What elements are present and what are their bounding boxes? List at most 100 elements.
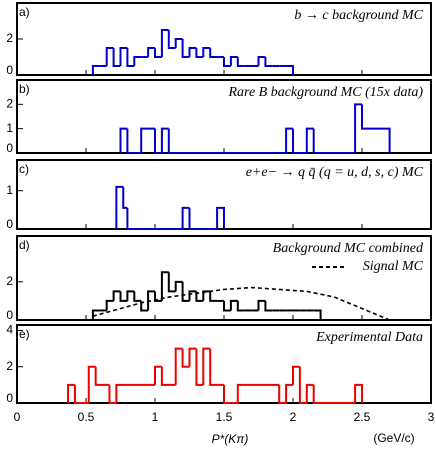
panel-label: b): [19, 82, 30, 96]
histogram-bin: [181, 281, 190, 302]
histogram-bin: [154, 48, 162, 58]
histogram-bin: [167, 272, 176, 293]
histogram-bin: [286, 65, 294, 75]
histogram-bin: [312, 128, 356, 154]
histogram-bin: [174, 347, 183, 385]
histogram-bin: [188, 347, 197, 367]
histogram-bin: [91, 65, 100, 75]
y-tick-label: 1: [6, 121, 13, 135]
histogram-bin: [202, 290, 211, 301]
histogram-bin: [160, 366, 176, 386]
y-tick-label: 2: [6, 359, 13, 373]
histogram-bin: [122, 186, 128, 209]
histogram-bin: [94, 366, 103, 386]
histogram-bin: [216, 206, 225, 229]
histogram-bin: [115, 383, 128, 403]
histogram-bin: [147, 290, 155, 311]
histogram-bin: [202, 347, 211, 385]
panel-title: Experimental Data: [315, 330, 423, 345]
y-tick-label: 2: [6, 31, 13, 45]
y-tick-label: 2: [6, 97, 13, 111]
y-tick-label: 0: [6, 217, 13, 231]
histogram-bin: [298, 366, 307, 404]
histogram-bin: [209, 348, 218, 386]
histogram-bin: [126, 128, 142, 154]
panel-title: Rare B background MC (15x data): [227, 85, 423, 100]
histogram-bin: [105, 299, 114, 311]
histogram-bin: [167, 30, 176, 49]
x-axis-unit: (GeV/c): [373, 431, 414, 445]
histogram-bin: [257, 56, 266, 66]
histogram-bin: [154, 365, 162, 385]
histogram-bin: [209, 291, 218, 302]
histogram-bin: [229, 299, 238, 311]
histogram-bin: [133, 56, 142, 66]
histogram-bin: [154, 291, 162, 302]
histogram-bin: [223, 300, 231, 312]
histogram-bin: [195, 291, 204, 302]
histogram-bin: [292, 128, 307, 154]
histogram-bin: [140, 127, 155, 153]
histogram-bin: [87, 365, 96, 403]
histogram-bin: [285, 383, 293, 403]
histogram-bin: [115, 185, 124, 229]
histogram-bin: [236, 383, 280, 403]
y-tick-label: 2: [6, 274, 13, 288]
histogram-bin: [119, 291, 128, 302]
panel-label: c): [19, 162, 29, 176]
histogram-bin: [278, 384, 287, 404]
histogram-bin: [354, 383, 363, 403]
histogram-bin: [236, 300, 245, 312]
y-tick-label: 0: [6, 308, 13, 322]
histogram-bin: [105, 47, 114, 66]
x-tick-label: 3: [428, 410, 435, 424]
histogram-bin: [305, 127, 314, 153]
panel-label: e): [19, 327, 30, 341]
panel-title: e+e− → q q̄ (q = u, d, s, c) MC: [246, 165, 424, 180]
y-tick-label: 0: [6, 63, 13, 77]
histogram-bin: [73, 384, 89, 404]
histogram-bin: [292, 365, 300, 385]
histogram-bin: [112, 48, 121, 67]
histogram-bin: [209, 48, 218, 58]
y-tick-label: 1: [6, 183, 13, 197]
histogram-bin: [264, 300, 273, 312]
panel-title: b → c background MC: [294, 8, 423, 23]
histogram-bin: [154, 128, 162, 154]
histogram-bin: [361, 104, 391, 153]
histogram-bin: [188, 290, 197, 301]
histogram-bin: [188, 207, 218, 230]
histogram-bin: [264, 57, 273, 67]
histogram-bin: [174, 280, 183, 292]
histogram-bin: [305, 383, 314, 403]
histogram-bin: [236, 57, 245, 67]
x-tick-label: 1: [152, 410, 159, 424]
histogram-bin: [312, 384, 356, 404]
histogram-bin: [285, 127, 293, 153]
histogram-bin: [147, 47, 155, 57]
histogram-bin: [108, 384, 117, 404]
histogram-bin: [354, 103, 362, 153]
histogram-bin: [174, 38, 183, 48]
histogram-bin: [160, 271, 169, 301]
x-tick-label: 0: [14, 410, 21, 424]
histogram-bin: [223, 57, 231, 67]
histogram-bin: [119, 127, 128, 153]
x-tick-label: 0.5: [78, 410, 95, 424]
x-axis-label: P*(Kπ): [212, 432, 249, 446]
legend-label: Signal MC: [363, 259, 424, 274]
panel-title: Background MC combined: [273, 241, 424, 256]
histogram-bin: [229, 56, 238, 66]
histogram-bin: [167, 128, 287, 154]
panel-label: a): [19, 5, 30, 19]
panel-label: d): [19, 238, 30, 252]
histogram-bin: [223, 384, 238, 404]
y-tick-label: 0: [6, 141, 13, 155]
histogram-bin: [126, 290, 135, 301]
line-series: [92, 286, 390, 321]
histogram-bin: [181, 348, 190, 368]
histogram-bin: [119, 47, 128, 66]
y-tick-label: 0: [6, 391, 13, 405]
x-tick-label: 2: [290, 410, 297, 424]
